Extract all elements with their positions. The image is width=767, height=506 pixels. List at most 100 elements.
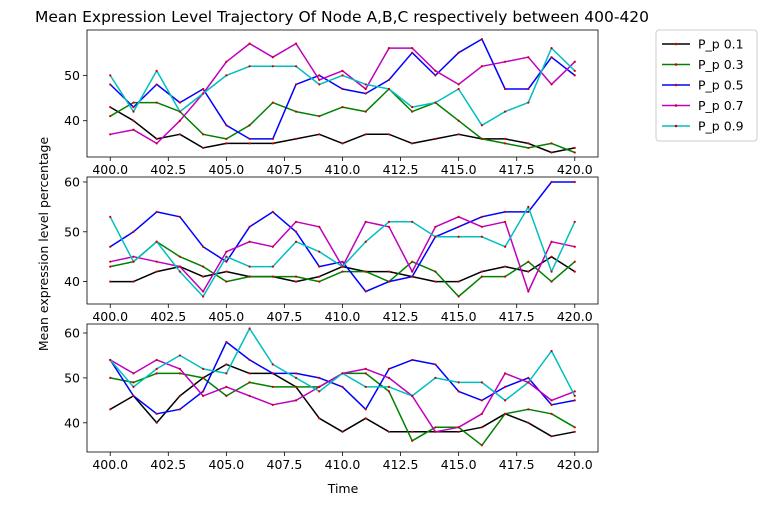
data-point xyxy=(434,225,437,228)
data-point xyxy=(341,385,344,388)
data-point xyxy=(527,146,530,150)
x-tick-label: 405.0 xyxy=(208,309,244,324)
data-point xyxy=(132,230,135,233)
data-point xyxy=(411,51,414,54)
data-point xyxy=(341,142,344,145)
data-point xyxy=(411,260,414,263)
data-point xyxy=(294,280,298,283)
data-point xyxy=(109,215,112,218)
data-point xyxy=(109,376,112,379)
data-point xyxy=(202,265,205,268)
data-point xyxy=(202,146,205,150)
data-point xyxy=(294,42,298,45)
data-point xyxy=(155,142,158,145)
data-point xyxy=(109,280,112,283)
data-point xyxy=(178,101,182,104)
data-point xyxy=(109,245,112,248)
legend-label: P_p 0.5 xyxy=(698,78,744,93)
data-point xyxy=(411,394,414,397)
data-point xyxy=(457,390,460,393)
data-point xyxy=(387,133,391,136)
data-point xyxy=(457,426,460,429)
data-point xyxy=(225,260,228,263)
x-tick-label: 420.0 xyxy=(557,457,593,472)
data-point xyxy=(411,270,414,273)
data-point xyxy=(294,65,298,68)
y-tick-label: 50 xyxy=(64,224,80,239)
axes-frame xyxy=(86,176,599,305)
data-point xyxy=(364,240,367,243)
legend-marker xyxy=(674,104,678,107)
data-point xyxy=(155,421,158,424)
data-point xyxy=(503,137,507,140)
data-point xyxy=(202,87,205,91)
data-point xyxy=(411,47,414,50)
x-tick-label: 410.0 xyxy=(325,309,361,324)
data-point xyxy=(527,210,530,213)
legend-item: P_p 0.1 xyxy=(662,37,744,52)
data-point xyxy=(550,180,553,184)
data-point xyxy=(387,376,391,379)
data-point xyxy=(573,245,576,248)
data-point xyxy=(248,358,251,362)
data-point xyxy=(434,270,437,273)
data-point xyxy=(225,74,228,77)
data-point xyxy=(550,403,553,406)
data-point xyxy=(364,87,367,91)
x-tick-label: 407.5 xyxy=(267,162,303,177)
data-point xyxy=(573,146,576,150)
data-point xyxy=(341,87,344,91)
x-tick-label: 402.5 xyxy=(150,457,186,472)
data-point xyxy=(294,376,298,379)
data-point xyxy=(109,265,112,268)
data-point xyxy=(225,363,228,366)
data-point xyxy=(364,92,367,95)
y-tick-label: 40 xyxy=(64,415,80,430)
data-point xyxy=(225,372,228,375)
legend-marker xyxy=(674,63,678,66)
data-point xyxy=(503,60,507,63)
data-point xyxy=(457,215,460,218)
data-point xyxy=(178,265,182,268)
data-point xyxy=(318,74,321,77)
data-point xyxy=(271,275,274,278)
data-point xyxy=(341,270,344,273)
data-point xyxy=(202,367,205,371)
data-point xyxy=(318,133,321,136)
x-tick-label: 407.5 xyxy=(267,457,303,472)
data-point xyxy=(225,250,228,253)
legend: P_p 0.1 P_p 0.3 P_p 0.5 P_p 0.7 P_p 0.9 xyxy=(655,29,758,142)
legend-marker xyxy=(674,42,678,46)
data-point xyxy=(109,133,112,136)
data-point xyxy=(503,142,507,145)
data-point xyxy=(271,56,274,59)
figure-title: Mean Expression Level Trajectory Of Node… xyxy=(35,8,649,26)
data-point xyxy=(573,74,576,77)
x-tick-label: 400.0 xyxy=(92,162,128,177)
data-point xyxy=(480,37,483,41)
x-tick-label: 417.5 xyxy=(499,457,535,472)
data-point xyxy=(109,83,112,86)
data-point xyxy=(155,260,158,263)
data-point xyxy=(503,412,507,415)
data-point xyxy=(387,270,391,273)
data-point xyxy=(480,235,483,238)
x-tick-label: 415.0 xyxy=(441,309,477,324)
subplot-1: 400.0 402.5 405.0 407.5 410.0 412.5 415.0 417.5… xyxy=(64,29,599,177)
data-point xyxy=(457,295,460,298)
data-point xyxy=(480,270,483,273)
data-point xyxy=(550,240,553,243)
data-point xyxy=(178,394,182,397)
data-point xyxy=(178,367,182,371)
data-point xyxy=(202,290,205,293)
data-point xyxy=(480,215,483,218)
figure-xlabel: Time xyxy=(327,481,359,496)
data-point xyxy=(155,358,158,362)
data-point xyxy=(294,399,298,402)
data-point xyxy=(178,408,182,411)
data-point xyxy=(527,376,530,379)
data-point xyxy=(178,110,182,113)
data-point xyxy=(318,115,321,118)
data-point xyxy=(318,83,321,86)
data-point xyxy=(202,275,205,278)
